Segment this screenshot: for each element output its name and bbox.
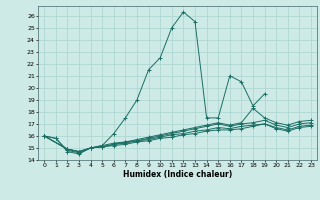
X-axis label: Humidex (Indice chaleur): Humidex (Indice chaleur) [123,170,232,179]
